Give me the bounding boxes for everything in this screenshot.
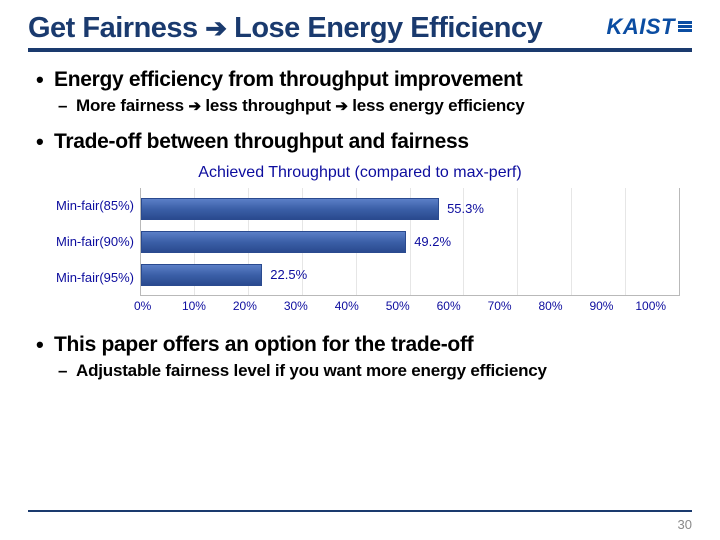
bar [141, 264, 262, 286]
chart-y-labels: Min-fair(85%) Min-fair(90%) Min-fair(95%… [40, 188, 140, 296]
chart-title: Achieved Throughput (compared to max-per… [40, 164, 680, 182]
y-label: Min-fair(85%) [40, 189, 134, 223]
bar-value-label: 49.2% [414, 234, 451, 249]
logo-text: KAIST [607, 14, 676, 40]
arrow-icon: ➔ [188, 98, 200, 115]
bar-row: 55.3% [141, 197, 680, 221]
bar-row: 22.5% [141, 263, 680, 287]
x-tick: 100% [635, 299, 666, 313]
chart-plot-area: 55.3% 49.2% 22.5% [140, 188, 680, 296]
page-number: 30 [678, 517, 692, 532]
x-tick: 70% [488, 299, 539, 313]
y-label: Min-fair(90%) [40, 225, 134, 259]
x-tick: 90% [589, 299, 640, 313]
bullet-2: Trade-off between throughput and fairnes… [32, 130, 688, 154]
footer-divider [28, 510, 692, 512]
title-part-2: Lose Energy Efficiency [227, 12, 543, 44]
sub-bullet-1: More fairness ➔ less throughput ➔ less e… [32, 96, 688, 116]
bar [141, 198, 439, 220]
throughput-chart: Achieved Throughput (compared to max-per… [32, 160, 688, 319]
bar-value-label: 55.3% [447, 201, 484, 216]
x-tick: 60% [437, 299, 488, 313]
title-part-1: Get Fairness [28, 12, 205, 44]
bar [141, 231, 406, 253]
y-label: Min-fair(95%) [40, 261, 134, 295]
x-tick: 40% [335, 299, 386, 313]
arrow-icon: ➔ [335, 98, 347, 115]
logo-stripes-icon [678, 21, 692, 32]
bar-value-label: 22.5% [270, 267, 307, 282]
chart-x-axis: 0% 10% 20% 30% 40% 50% 60% 70% 80% 90% 1… [140, 299, 680, 313]
bar-row: 49.2% [141, 230, 680, 254]
x-tick: 80% [539, 299, 590, 313]
arrow-icon: ➔ [205, 13, 226, 43]
x-tick: 30% [284, 299, 335, 313]
x-tick: 50% [386, 299, 437, 313]
sub-bullet-3: Adjustable fairness level if you want mo… [32, 361, 688, 381]
x-tick: 0% [134, 299, 185, 313]
kaist-logo: KAIST [607, 14, 693, 40]
bullet-3: This paper offers an option for the trad… [32, 333, 688, 357]
slide-title: Get Fairness ➔ Lose Energy Efficiency [28, 12, 542, 45]
bullet-1: Energy efficiency from throughput improv… [32, 68, 688, 92]
x-tick: 20% [233, 299, 284, 313]
x-tick: 10% [182, 299, 233, 313]
